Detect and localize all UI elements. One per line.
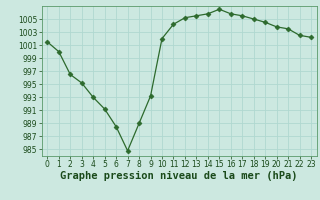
X-axis label: Graphe pression niveau de la mer (hPa): Graphe pression niveau de la mer (hPa): [60, 171, 298, 181]
